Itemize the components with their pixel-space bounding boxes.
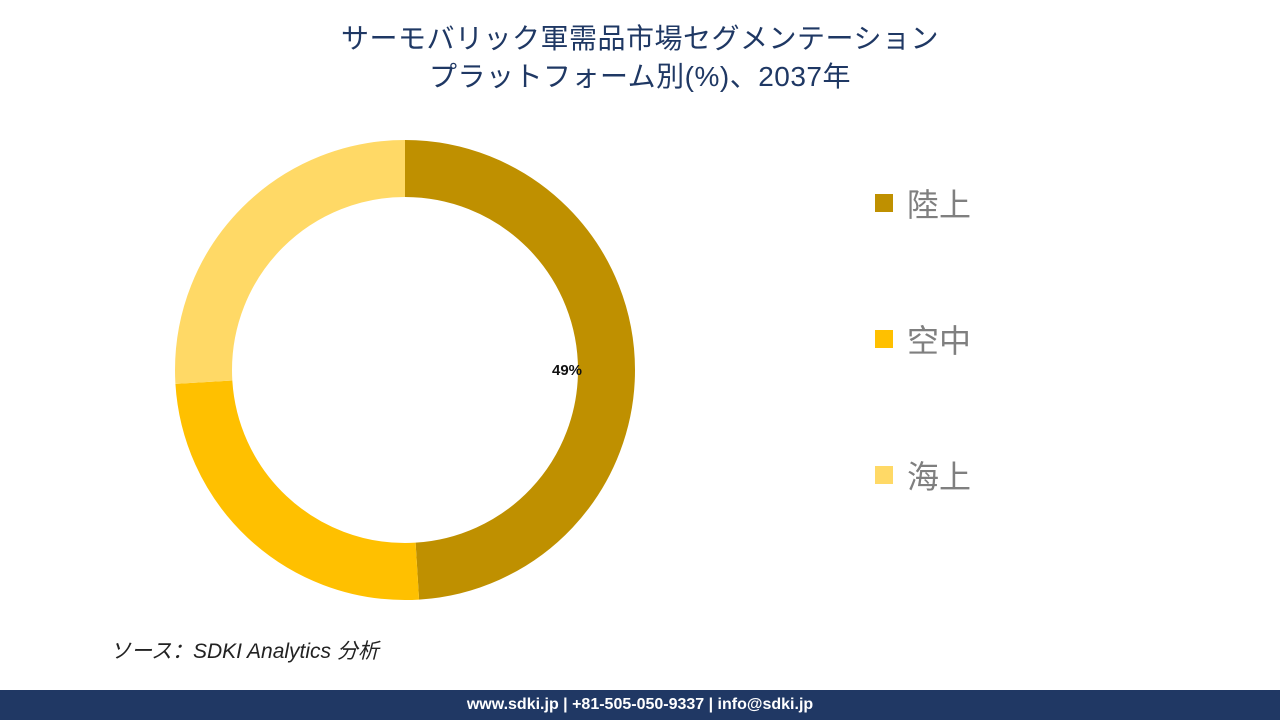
footer-bar: www.sdki.jp | +81-505-050-9337 | info@sd… [0,690,1280,720]
chart-title: サーモバリック軍需品市場セグメンテーション プラットフォーム別(%)、2037年 [0,20,1280,96]
legend-swatch [875,330,893,348]
legend: 陸上 空中 海上 [875,180,1195,588]
legend-item: 空中 [875,316,1195,362]
legend-item: 陸上 [875,180,1195,226]
source-text: SDKI Analytics 分析 [193,640,379,663]
legend-swatch [875,466,893,484]
title-line-1: サーモバリック軍需品市場セグメンテーション [0,20,1280,58]
title-line-2: プラットフォーム別(%)、2037年 [0,58,1280,96]
legend-item: 海上 [875,452,1195,498]
footer-text: www.sdki.jp | +81-505-050-9337 | info@sd… [467,696,813,714]
legend-swatch [875,194,893,212]
source-prefix: ソース： [110,640,193,663]
slice-data-label: 49% [552,362,582,379]
legend-label: 海上 [907,452,971,498]
legend-label: 陸上 [907,180,971,226]
source-attribution: ソース：SDKI Analytics 分析 [110,635,379,665]
donut-chart: 49% [175,140,635,600]
slide-container: サーモバリック軍需品市場セグメンテーション プラットフォーム別(%)、2037年… [0,0,1280,720]
legend-label: 空中 [907,316,971,362]
